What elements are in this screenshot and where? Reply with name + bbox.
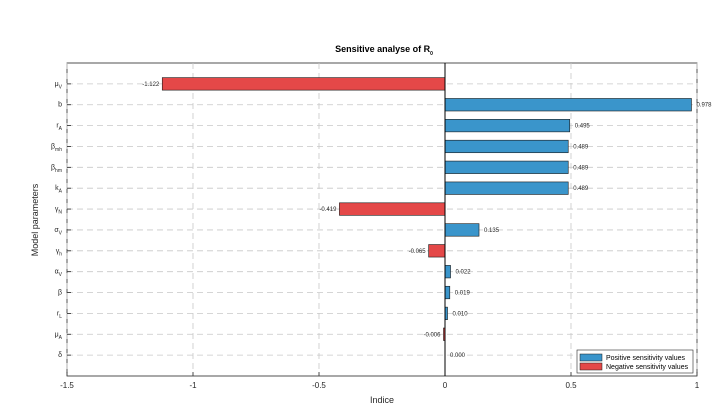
y-tick-labels: μV b rA βmh βhm kA γN σV γh αV β rL μA δ [51,81,71,359]
y-tick-label: σV [54,227,62,237]
data-label: -0.006 [423,332,441,338]
bar-positive [444,139,569,154]
data-label: 0.978 [696,103,712,109]
x-tick-label: 0.5 [565,381,577,390]
legend: Positive sensitivity values Negative sen… [576,349,694,374]
bar-negative [428,244,446,258]
legend-label-negative: Negative sensitivity values [606,364,689,371]
bar-positive [444,285,451,300]
data-labels: -1.122 0.978 0.495 0.489 0.489 0.489 -0.419 0.1… [142,82,712,359]
y-tick-label: rA [56,123,62,133]
bars [161,77,692,341]
data-label: 0.000 [450,353,466,359]
bar-negative [161,77,446,91]
bar-positive [444,160,569,174]
y-tick-label: rL [57,310,62,320]
data-label: -1.122 [142,82,160,88]
data-label: 0.010 [453,311,469,317]
y-tick-label: kA [55,185,63,195]
data-label: -0.065 [409,249,427,255]
chart-title: Sensitive analyse of R0 [335,44,433,57]
y-tick-label: βmh [51,143,62,153]
data-label: 0.489 [573,165,589,171]
x-tick-label: -1 [189,381,197,390]
y-tick-label: γh [56,248,63,257]
data-label: 0.135 [484,228,500,234]
legend-swatch-negative [579,362,603,371]
bar-negative [339,202,446,216]
x-tick-label: 1 [695,381,700,390]
y-axis-label: Model parameters [30,183,40,256]
y-tick-label: δ [58,352,62,359]
y-tick-label: μA [55,331,63,341]
data-label: -0.419 [319,207,337,213]
x-tick-label: 0 [443,381,448,390]
y-tick-label: βhm [51,164,62,174]
bar-positive [444,98,692,112]
y-tick-label: γN [55,206,63,216]
legend-swatch-positive [579,353,603,362]
data-label: 0.489 [573,186,589,192]
data-label: 0.489 [573,144,589,150]
data-label: 0.022 [456,270,472,276]
x-tick-label: -0.5 [312,381,326,390]
y-tick-label: β [58,290,62,297]
legend-box [576,349,694,374]
bar-positive [444,223,480,237]
y-tick-label: αV [55,269,63,279]
data-label: 0.019 [455,291,471,297]
bar-positive [444,119,571,133]
bar-positive [444,181,569,195]
legend-label-positive: Positive sensitivity values [606,355,685,362]
plot-area [66,62,698,377]
x-axis-label: Indice [370,395,394,405]
y-tick-label: μV [55,81,63,91]
data-label: 0.495 [575,124,591,130]
x-tick-label: -1.5 [60,381,74,390]
y-tick-label: b [58,102,62,109]
bar-positive [444,265,451,279]
